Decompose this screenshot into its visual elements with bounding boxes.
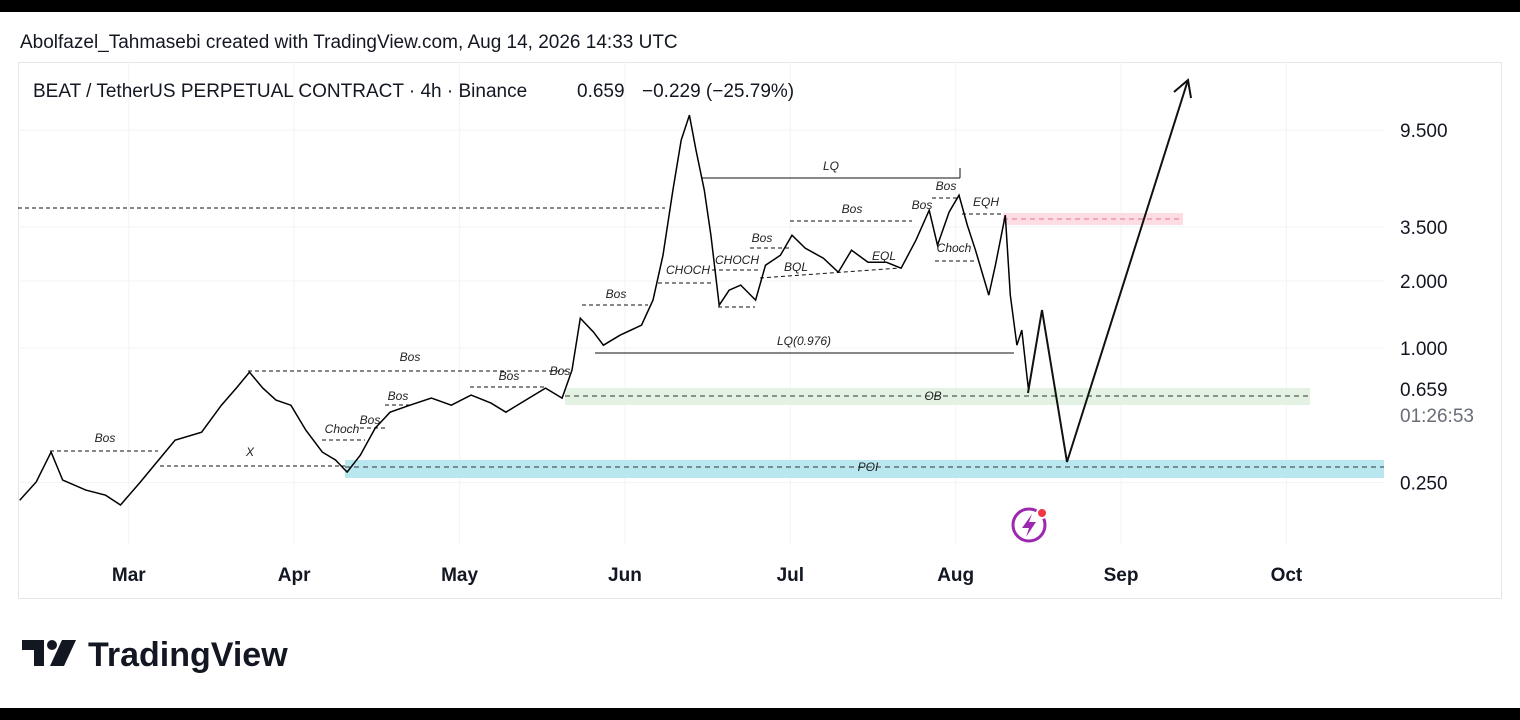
annotation: OB [924,389,941,403]
last-price: 0.659 [577,81,625,102]
structure-lines [18,197,1003,467]
y-tick-label: 0.250 [1400,473,1448,494]
annotation: Bos [550,364,571,378]
annotation: LQ [823,159,839,173]
annotation: Bos [95,431,116,445]
annotation: EQH [973,195,999,209]
annotation: Bos [606,287,627,301]
x-tick-label: Oct [1271,565,1303,586]
x-tick-label: May [441,565,478,586]
attribution: Abolfazel_Tahmasebi created with Trading… [20,32,678,53]
price-line [19,114,1030,506]
projection-arrow [1173,78,1192,99]
logo-mark [22,640,44,666]
annotation: Bos [360,413,381,427]
annotation: Bos [912,198,933,212]
logo-text: TradingView [88,636,288,674]
axis-last-price: 0.659 [1400,380,1448,401]
annotation: Bos [752,231,773,245]
annotation: Choch [325,422,360,436]
icon-bolt [1022,514,1036,537]
annotation: Bos [400,350,421,364]
y-tick-label: 1.000 [1400,339,1448,360]
x-tick-label: Aug [937,565,974,586]
annotation: BQL [784,260,808,274]
poi-zone [345,460,1384,478]
x-tick-label: Sep [1104,565,1139,586]
dash-line [759,267,901,279]
chart-frame [18,62,1502,599]
annotation: Bos [936,179,957,193]
alert-icon[interactable] [1011,507,1048,543]
x-tick-label: Apr [278,565,311,586]
projection [1027,79,1189,463]
annotation: EQL [872,249,896,263]
symbol-title: BEAT / TetherUS PERPETUAL CONTRACT · 4h … [33,81,527,102]
y-tick-label: 9.500 [1400,121,1448,142]
annotation: Bos [499,369,520,383]
logo-mark [50,640,76,666]
annotation: LQ(0.976) [777,334,831,348]
x-tick-label: Jul [777,565,804,586]
logo-mark [47,640,57,650]
annotation: CHOCH [715,253,759,267]
annotation: Choch [937,241,972,255]
x-tick-label: Jun [608,565,642,586]
icon-ring [1011,507,1047,543]
price-change: −0.229 (−25.79%) [642,81,794,102]
annotation: CHOCH [666,263,710,277]
top-bar [0,0,1520,12]
annotation: Bos [388,389,409,403]
logo: TradingView [22,636,288,674]
bottom-bar [0,708,1520,720]
countdown: 01:26:53 [1400,406,1474,427]
y-tick-label: 3.500 [1400,218,1448,239]
x-tick-label: Mar [112,565,146,586]
annotation: POI [858,460,879,474]
icon-dot [1036,507,1048,519]
plot [19,114,1030,506]
annotation: Bos [842,202,863,216]
y-tick-label: 2.000 [1400,272,1448,293]
annotation: X [245,445,255,459]
